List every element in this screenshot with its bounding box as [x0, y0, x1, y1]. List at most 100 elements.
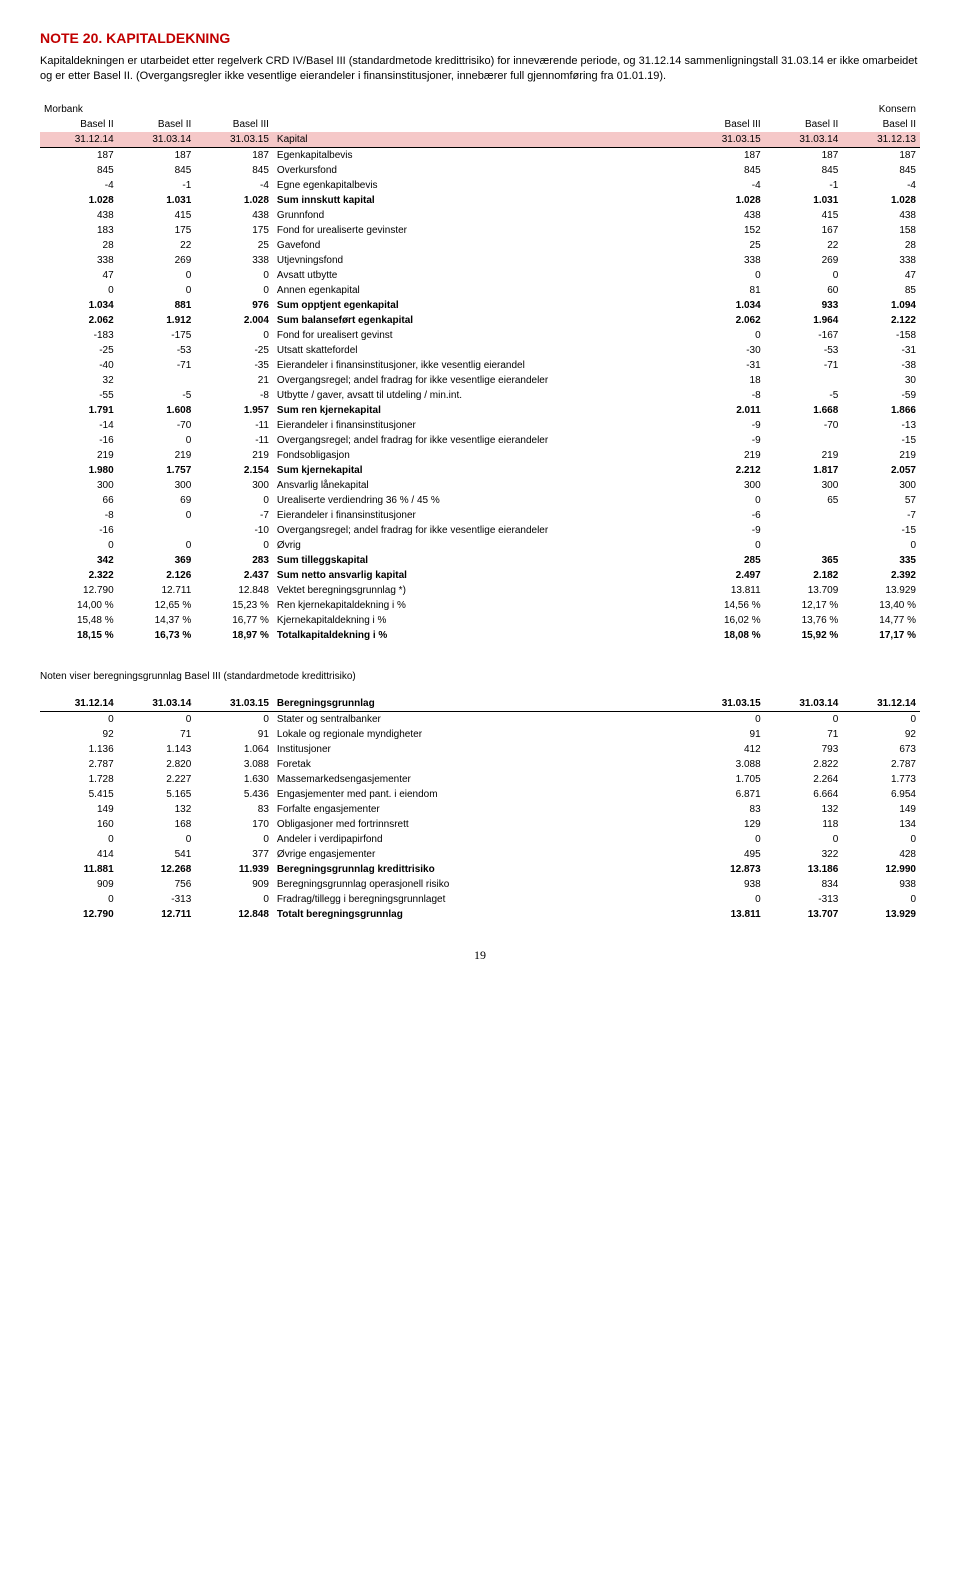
cell-value: 14,77 %: [842, 613, 920, 628]
cell-value: -4: [40, 178, 118, 193]
cell-value: 1.034: [687, 298, 765, 313]
table-row: 927191Lokale og regionale myndigheter917…: [40, 727, 920, 742]
cell-value: 1.912: [118, 313, 196, 328]
cell-value: 12,17 %: [765, 598, 843, 613]
cell-value: 69: [118, 493, 196, 508]
table-row: 1.0281.0311.028Sum innskutt kapital1.028…: [40, 193, 920, 208]
cell-value: 219: [687, 448, 765, 463]
cell-value: 15,92 %: [765, 628, 843, 643]
cell-value: 1.705: [687, 772, 765, 787]
cell-value: 0: [118, 508, 196, 523]
table-row: -14-70-11Eierandeler i finansinstitusjon…: [40, 418, 920, 433]
cell-value: 845: [118, 163, 196, 178]
cell-value: -7: [195, 508, 273, 523]
cell-value: -14: [40, 418, 118, 433]
row-label: Fond for urealiserte gevinster: [273, 223, 687, 238]
cell-value: 13.929: [842, 583, 920, 598]
cell-value: 13.929: [842, 907, 920, 922]
cell-value: 17,17 %: [842, 628, 920, 643]
row-label: Ansvarlig lånekapital: [273, 478, 687, 493]
row-label: Ren kjernekapitaldekning i %: [273, 598, 687, 613]
cell-value: -167: [765, 328, 843, 343]
cell-value: 187: [765, 147, 843, 163]
cell-value: 415: [118, 208, 196, 223]
cell-value: -7: [842, 508, 920, 523]
row-label: Avsatt utbytte: [273, 268, 687, 283]
cell-value: -25: [195, 343, 273, 358]
cell-value: 12,65 %: [118, 598, 196, 613]
cell-value: 2.392: [842, 568, 920, 583]
table-row: 11.88112.26811.939Beregningsgrunnlag kre…: [40, 862, 920, 877]
table-row: 14,00 %12,65 %15,23 %Ren kjernekapitalde…: [40, 598, 920, 613]
table-row: -4-1-4Egne egenkapitalbevis-4-1-4: [40, 178, 920, 193]
cell-value: 0: [195, 892, 273, 907]
cell-value: 13.709: [765, 583, 843, 598]
cell-value: 2.004: [195, 313, 273, 328]
row-label: Øvrige engasjementer: [273, 847, 687, 862]
cell-value: 28: [842, 238, 920, 253]
cell-value: 1.791: [40, 403, 118, 418]
cell-value: [765, 433, 843, 448]
cell-value: 0: [842, 711, 920, 727]
cell-value: 14,00 %: [40, 598, 118, 613]
date-col: 31.12.14: [40, 132, 118, 148]
row-label: Egne egenkapitalbevis: [273, 178, 687, 193]
cell-value: 12.711: [118, 583, 196, 598]
table-row: 12.79012.71112.848Vektet beregningsgrunn…: [40, 583, 920, 598]
cell-value: 2.122: [842, 313, 920, 328]
cell-value: 300: [40, 478, 118, 493]
cell-value: 845: [40, 163, 118, 178]
cell-value: 15,23 %: [195, 598, 273, 613]
cell-value: 0: [195, 268, 273, 283]
cell-value: -9: [687, 523, 765, 538]
cell-value: 438: [687, 208, 765, 223]
cell-value: 976: [195, 298, 273, 313]
cell-value: 13,76 %: [765, 613, 843, 628]
basel-col: Basel II: [40, 117, 118, 132]
kapital-table: Morbank Konsern Basel II Basel II Basel …: [40, 102, 920, 643]
row-label: Andeler i verdipapirfond: [273, 832, 687, 847]
cell-value: 300: [842, 478, 920, 493]
table-row: -80-7Eierandeler i finansinstitusjoner-6…: [40, 508, 920, 523]
cell-value: 2.212: [687, 463, 765, 478]
table-row: 1.034881976Sum opptjent egenkapital1.034…: [40, 298, 920, 313]
cell-value: -40: [40, 358, 118, 373]
row-label: Beregningsgrunnlag kredittrisiko: [273, 862, 687, 877]
cell-value: 0: [195, 711, 273, 727]
cell-value: 47: [40, 268, 118, 283]
cell-value: 1.668: [765, 403, 843, 418]
cell-value: 83: [687, 802, 765, 817]
cell-value: 183: [40, 223, 118, 238]
cell-value: 219: [765, 448, 843, 463]
cell-value: 65: [765, 493, 843, 508]
cell-value: 845: [765, 163, 843, 178]
cell-value: -5: [118, 388, 196, 403]
cell-value: 187: [118, 147, 196, 163]
cell-value: 909: [40, 877, 118, 892]
table-row: 14913283Forfalte engasjementer83132149: [40, 802, 920, 817]
table-row: 15,48 %14,37 %16,77 %Kjernekapitaldeknin…: [40, 613, 920, 628]
cell-value: 0: [842, 832, 920, 847]
table-row: 160168170Obligasjoner med fortrinnsrett1…: [40, 817, 920, 832]
cell-value: 187: [687, 147, 765, 163]
cell-value: -13: [842, 418, 920, 433]
cell-value: 12.873: [687, 862, 765, 877]
cell-value: 2.126: [118, 568, 196, 583]
cell-value: 0: [118, 832, 196, 847]
cell-value: 57: [842, 493, 920, 508]
cell-value: -8: [687, 388, 765, 403]
cell-value: 71: [765, 727, 843, 742]
row-label: Beregningsgrunnlag operasjonell risiko: [273, 877, 687, 892]
cell-value: 0: [765, 832, 843, 847]
date-col: 31.03.15: [687, 132, 765, 148]
cell-value: -4: [687, 178, 765, 193]
row-label: Sum balanseført egenkapital: [273, 313, 687, 328]
cell-value: 81: [687, 283, 765, 298]
cell-value: -6: [687, 508, 765, 523]
cell-value: 219: [118, 448, 196, 463]
table-row: 300300300Ansvarlig lånekapital300300300: [40, 478, 920, 493]
cell-value: 322: [765, 847, 843, 862]
cell-value: -9: [687, 418, 765, 433]
cell-value: 428: [842, 847, 920, 862]
row-label: Grunnfond: [273, 208, 687, 223]
